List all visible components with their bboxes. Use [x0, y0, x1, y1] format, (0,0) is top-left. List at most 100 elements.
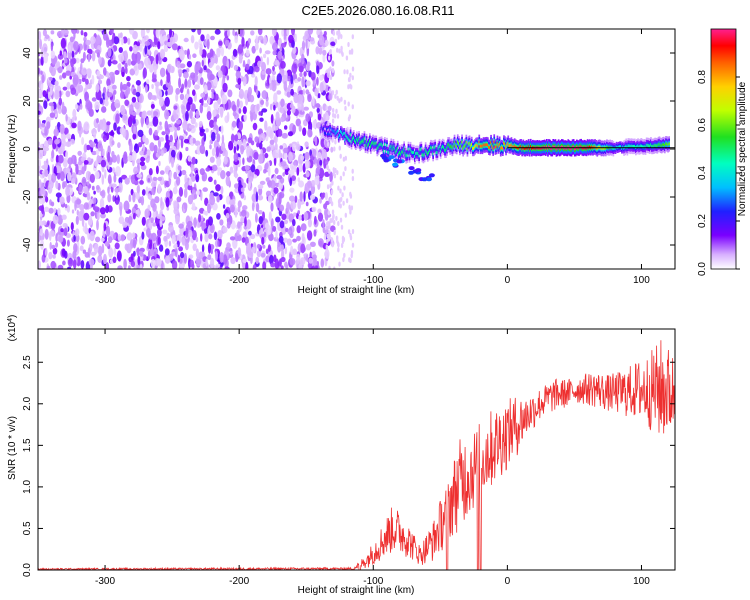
ridge-cell	[389, 147, 392, 150]
ridge-cell	[448, 143, 451, 147]
noise-speckle-dot	[159, 137, 165, 142]
y-tick-label: 2.5	[22, 355, 33, 369]
noise-speckle-dot	[269, 254, 274, 265]
noise-speckle-dot	[69, 36, 74, 43]
ridge-cell	[327, 133, 329, 136]
noise-speckle-dot	[54, 139, 60, 145]
noise-speckle-dot	[146, 227, 151, 238]
ridge-cell	[571, 145, 574, 149]
noise-speckle-dot	[349, 235, 353, 241]
noise-speckle-dot	[62, 86, 68, 91]
noise-speckle-dot	[103, 67, 107, 76]
noise-speckle-dot	[139, 180, 144, 185]
ridge-branch-cell	[408, 166, 415, 171]
noise-speckle-dot	[326, 114, 329, 120]
noise-speckle-dot	[83, 121, 90, 132]
noise-speckle-dot	[271, 70, 277, 75]
noise-speckle-dot	[181, 83, 185, 91]
noise-speckle-dot	[220, 185, 224, 195]
noise-speckle-dot	[136, 247, 140, 257]
ridge-cell	[612, 147, 615, 151]
noise-speckle-dot	[283, 33, 287, 41]
noise-speckle-dot	[320, 258, 325, 268]
noise-speckle-dot	[349, 72, 352, 78]
noise-speckle-dot	[119, 126, 126, 135]
noise-speckle-dot	[107, 205, 113, 213]
ridge-cell	[507, 141, 510, 145]
noise-speckle-dot	[159, 67, 166, 78]
noise-speckle	[38, 29, 355, 269]
noise-speckle-dot	[59, 75, 63, 80]
noise-speckle-dot	[313, 257, 317, 267]
noise-speckle-dot	[50, 41, 54, 52]
noise-speckle-dot	[287, 230, 292, 235]
noise-speckle-dot	[246, 242, 252, 253]
noise-speckle-dot	[118, 62, 122, 73]
noise-speckle-dot	[215, 146, 220, 158]
ridge-cell	[459, 146, 461, 149]
x-tick-label: 0	[505, 576, 511, 587]
noise-speckle-dot	[117, 142, 121, 149]
noise-speckle-dot	[43, 100, 48, 110]
noise-speckle-dot	[49, 230, 55, 237]
noise-speckle-dot	[140, 156, 146, 162]
noise-speckle-dot	[75, 215, 79, 225]
ridge-cell	[373, 142, 375, 146]
noise-speckle-dot	[183, 252, 188, 264]
noise-speckle-dot	[158, 96, 165, 107]
ridge-cell	[513, 144, 516, 148]
noise-speckle-dot	[244, 165, 250, 171]
noise-speckle-dot	[150, 103, 155, 109]
noise-speckle-dot	[144, 208, 150, 218]
ridge-cell	[496, 141, 499, 145]
noise-speckle-dot	[71, 154, 77, 165]
noise-speckle-dot	[340, 196, 343, 202]
ridge-cell	[359, 141, 361, 145]
ridge-cell	[320, 125, 323, 129]
noise-speckle-dot	[315, 46, 320, 55]
noise-speckle-dot	[111, 34, 115, 45]
noise-speckle-dot	[152, 116, 159, 127]
noise-speckle-dot	[57, 207, 61, 216]
noise-speckle-dot	[311, 206, 317, 212]
ridge-cell	[325, 132, 327, 135]
noise-speckle-dot	[62, 260, 66, 266]
noise-speckle-dot	[251, 193, 258, 203]
noise-speckle-dot	[222, 82, 228, 93]
ridge-cell	[363, 137, 366, 141]
ridge-cell	[331, 128, 334, 132]
noise-speckle-dot	[178, 77, 182, 89]
noise-speckle-dot	[213, 101, 219, 111]
noise-speckle-dot	[281, 133, 288, 139]
noise-speckle-dot	[164, 248, 170, 256]
noise-speckle-dot	[133, 166, 139, 175]
ridge-cell	[410, 150, 413, 154]
noise-speckle-dot	[77, 120, 82, 131]
noise-speckle-dot	[140, 116, 144, 128]
noise-speckle-dot	[124, 62, 128, 69]
noise-speckle-dot	[84, 222, 88, 233]
noise-speckle-dot	[188, 258, 191, 269]
ridge-cell	[326, 127, 328, 131]
noise-speckle-dot	[246, 41, 249, 49]
noise-speckle-dot	[257, 29, 263, 36]
noise-speckle-dot	[273, 104, 276, 111]
noise-speckle-dot	[319, 74, 324, 81]
noise-speckle-dot	[38, 150, 44, 160]
noise-speckle-dot	[110, 183, 117, 188]
noise-speckle-dot	[122, 115, 128, 121]
noise-speckle-dot	[305, 89, 310, 95]
noise-speckle-dot	[292, 248, 298, 256]
noise-speckle-dot	[126, 76, 131, 82]
ridge-cell	[414, 155, 416, 158]
noise-speckle-dot	[193, 217, 198, 228]
noise-speckle-dot	[129, 104, 134, 115]
noise-speckle-dot	[41, 220, 47, 226]
ridge-cell	[582, 146, 585, 150]
noise-speckle-dot	[314, 88, 319, 97]
noise-speckle-dot	[332, 30, 336, 36]
noise-speckle-dot	[85, 144, 91, 151]
noise-speckle-dot	[67, 266, 72, 269]
noise-speckle-dot	[52, 247, 58, 255]
ridge-cell	[491, 144, 493, 148]
